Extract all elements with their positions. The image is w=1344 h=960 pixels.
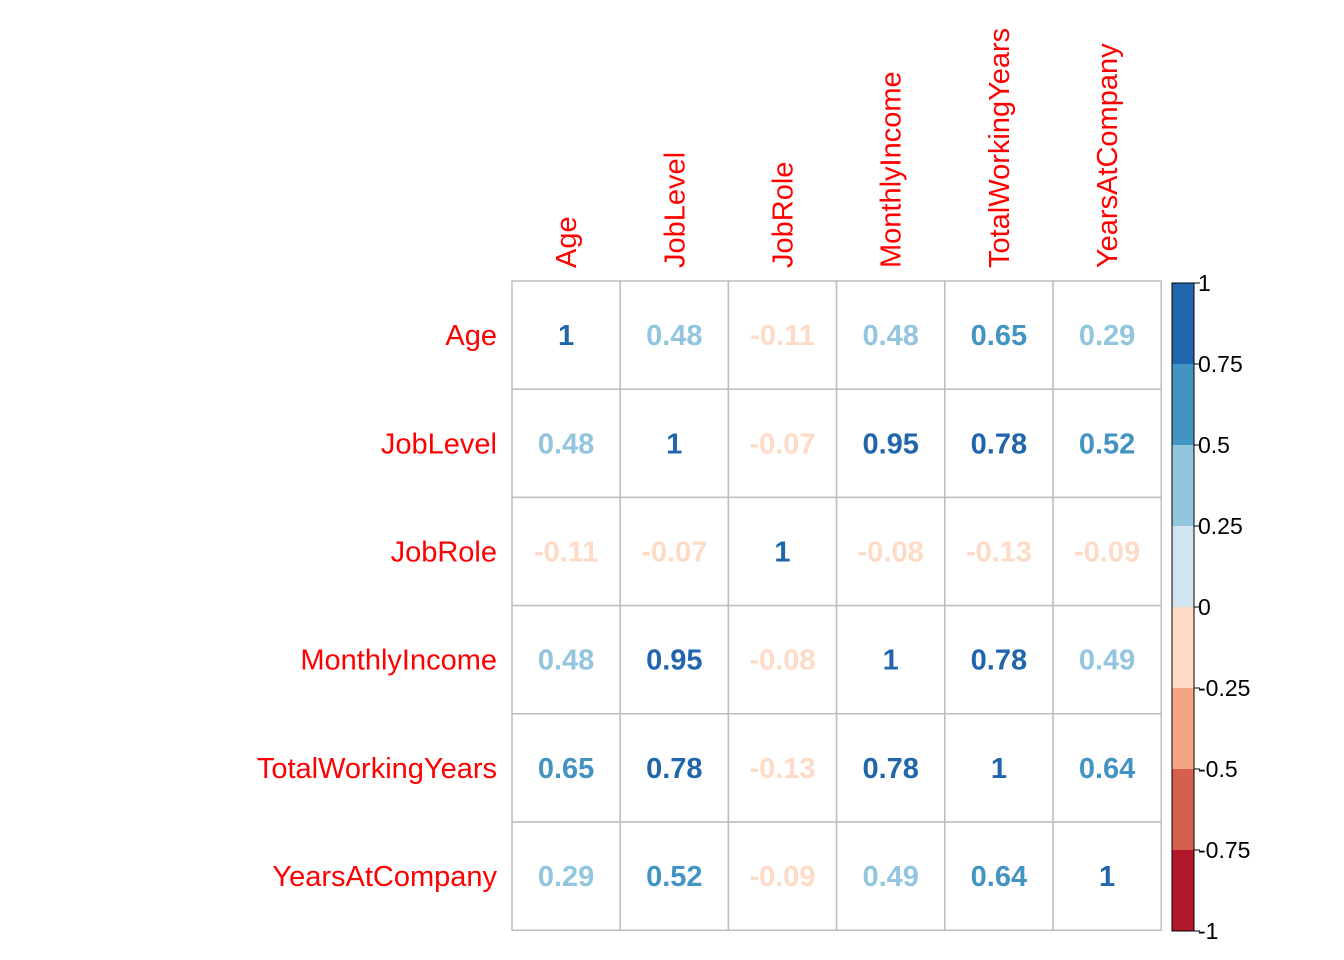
column-label: MonthlyIncome <box>876 71 908 268</box>
cell-value-label: -0.07 <box>749 428 815 460</box>
cell-value-label: -0.08 <box>749 645 815 677</box>
cell-value-label: -0.09 <box>749 861 815 893</box>
column-label: YearsAtCompany <box>1092 43 1124 268</box>
column-label: TotalWorkingYears <box>984 28 1016 268</box>
row-label: JobLevel <box>381 428 497 460</box>
cell-value-label: 1 <box>883 645 899 677</box>
matrix-cell <box>511 821 621 931</box>
cell-value-label: 0.64 <box>971 861 1027 893</box>
matrix-cell <box>1052 713 1162 823</box>
cell-value-label: 0.49 <box>862 861 918 893</box>
matrix-cell <box>944 496 1054 607</box>
cell-value-label: 0.48 <box>862 320 918 352</box>
matrix-cell <box>835 604 946 715</box>
matrix-cell <box>944 713 1054 823</box>
color-scale-tick-label: 0 <box>1198 594 1211 620</box>
color-scale-tick-label: 0.5 <box>1198 432 1230 458</box>
color-scale-legend: 1 0.75 0.5 0.25 0 -0.25 -0.5 -0.75 -1 <box>1171 270 1250 944</box>
cell-value-label: 1 <box>558 320 574 352</box>
color-scale-tick-label: 0.75 <box>1198 351 1243 377</box>
cell-value-label: 0.95 <box>646 645 702 677</box>
cell-value-label: -0.13 <box>966 537 1032 569</box>
column-label: Age <box>551 216 583 268</box>
cell-value-label: 0.65 <box>971 320 1027 352</box>
cell-value-label: 1 <box>774 537 790 569</box>
cell-value-label: 1 <box>666 428 682 460</box>
matrix-cell <box>1052 821 1162 931</box>
cell-value-label: -0.09 <box>1074 537 1140 569</box>
cell-value-label: -0.08 <box>858 537 924 569</box>
cell-value-label: 0.52 <box>646 861 702 893</box>
cell-value-label: -0.13 <box>749 753 815 785</box>
column-label: JobRole <box>768 162 800 268</box>
matrix-cell <box>1052 280 1162 390</box>
color-scale-tick-label: -1 <box>1198 918 1218 944</box>
cell-value-label: 0.95 <box>862 428 918 460</box>
color-scale-tick-label: 1 <box>1198 270 1211 296</box>
color-scale-tick-label: -0.25 <box>1198 675 1250 701</box>
matrix-cell <box>511 280 621 390</box>
matrix-cell <box>727 280 838 390</box>
row-label: Age <box>445 320 497 352</box>
cell-value-label: 0.29 <box>538 861 594 893</box>
row-label: TotalWorkingYears <box>257 753 497 785</box>
matrix-cell <box>619 604 730 715</box>
color-scale-tick-label: 0.25 <box>1198 513 1243 539</box>
matrix-cell <box>944 821 1054 931</box>
matrix-cell <box>835 388 946 499</box>
cell-value-label: 0.64 <box>1079 753 1135 785</box>
matrix-cell <box>835 713 946 823</box>
matrix-cell <box>835 496 946 607</box>
matrix-cell <box>727 604 838 715</box>
column-label: JobLevel <box>659 152 691 268</box>
color-scale-bin <box>1172 850 1194 932</box>
matrix-cell <box>1052 388 1162 499</box>
matrix-cell <box>619 496 730 607</box>
matrix-cell <box>1052 604 1162 715</box>
cell-value-label: 0.78 <box>971 428 1027 460</box>
row-label: JobRole <box>391 537 497 569</box>
cell-value-label: 1 <box>1099 861 1115 893</box>
color-scale-bin <box>1172 445 1194 527</box>
column-labels: Age JobLevel JobRole MonthlyIncome TotalWork… <box>551 28 1124 268</box>
matrix-cell <box>1052 496 1162 607</box>
matrix-cell <box>619 388 730 499</box>
matrix-cell <box>835 821 946 931</box>
cell-value-label: -0.11 <box>750 320 815 352</box>
cell-value-label: 0.78 <box>971 645 1027 677</box>
matrix-cell <box>619 280 730 390</box>
cell-value-label: 0.48 <box>538 645 594 677</box>
color-scale-bin <box>1172 607 1194 689</box>
cell-value-label: -0.11 <box>534 537 599 569</box>
matrix-cell <box>835 280 946 390</box>
color-scale-bin <box>1172 364 1194 446</box>
matrix-cell <box>511 713 621 823</box>
cell-value-label: 0.52 <box>1079 428 1135 460</box>
cell-value-label: 0.65 <box>538 753 594 785</box>
row-label: YearsAtCompany <box>272 861 497 893</box>
matrix-cell <box>727 713 838 823</box>
cell-value-label: 0.49 <box>1079 645 1135 677</box>
cell-value-label: 0.48 <box>646 320 702 352</box>
color-scale-bin <box>1172 283 1194 365</box>
matrix-cell <box>944 604 1054 715</box>
color-scale-bin <box>1172 688 1194 770</box>
cell-value-label: 0.78 <box>862 753 918 785</box>
cell-value-label: -0.07 <box>641 537 707 569</box>
matrix-cell <box>511 604 621 715</box>
color-scale-tick-label: -0.75 <box>1198 837 1250 863</box>
color-scale-bin <box>1172 526 1194 608</box>
row-labels: Age JobLevel JobRole MonthlyIncome TotalWork… <box>257 320 498 893</box>
row-label: MonthlyIncome <box>300 645 497 677</box>
cell-value-label: 1 <box>991 753 1007 785</box>
cell-value-label: 0.29 <box>1079 320 1135 352</box>
color-scale-bin <box>1172 769 1194 851</box>
cell-value-label: 0.48 <box>538 428 594 460</box>
cell-value-label: 0.78 <box>646 753 702 785</box>
color-scale-tick-label: -0.5 <box>1198 756 1238 782</box>
matrix-cells: 1 0.48 -0.11 0.48 0.65 0.29 0.48 1 -0.07 0.95 0.78… <box>511 280 1162 931</box>
